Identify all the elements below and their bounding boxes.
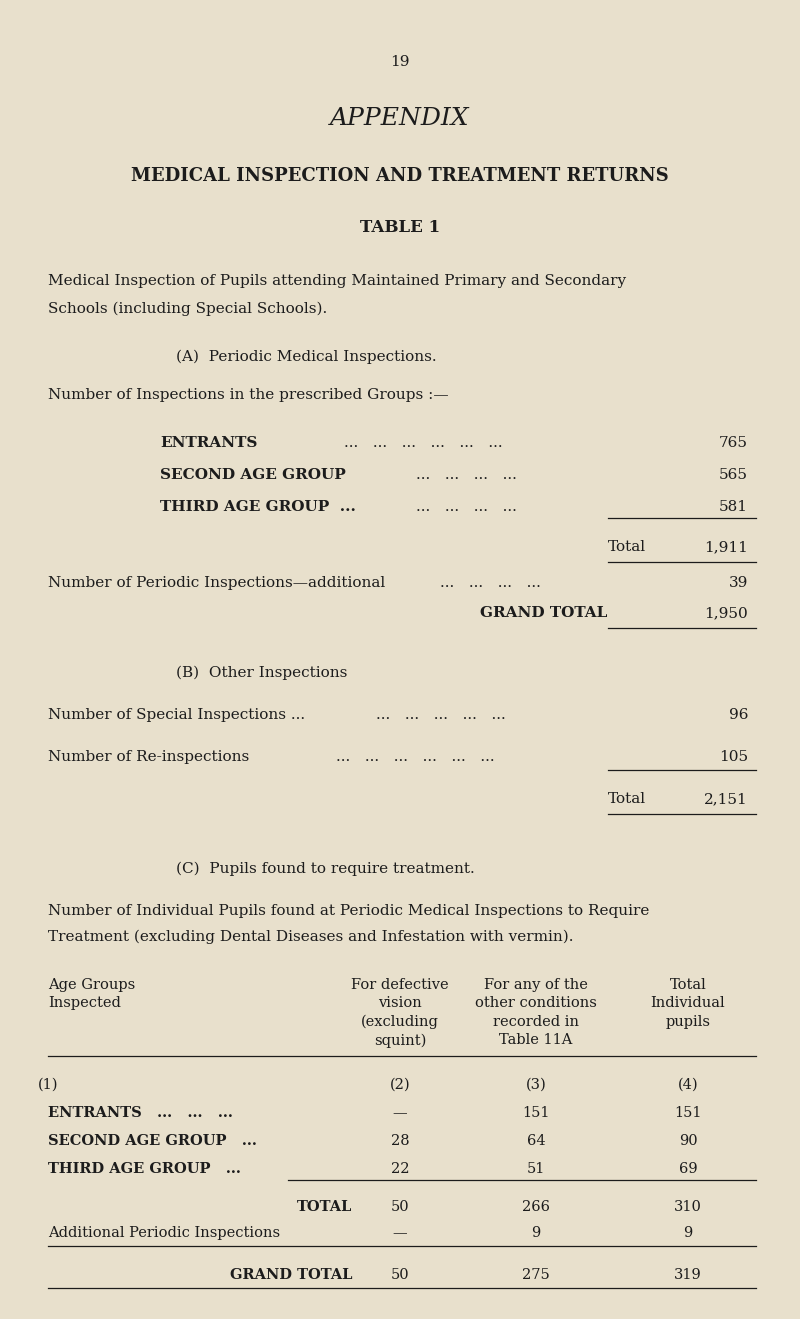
Text: 9: 9 (683, 1225, 693, 1240)
Text: Total
Individual
pupils: Total Individual pupils (650, 977, 726, 1029)
Text: 151: 151 (522, 1107, 550, 1120)
Text: Schools (including Special Schools).: Schools (including Special Schools). (48, 302, 327, 317)
Text: APPENDIX: APPENDIX (330, 107, 470, 131)
Text: 19: 19 (390, 55, 410, 69)
Text: Number of Re-inspections: Number of Re-inspections (48, 751, 250, 764)
Text: 96: 96 (729, 708, 748, 721)
Text: ...   ...   ...   ...: ... ... ... ... (440, 576, 541, 590)
Text: 275: 275 (522, 1268, 550, 1282)
Text: MEDICAL INSPECTION AND TREATMENT RETURNS: MEDICAL INSPECTION AND TREATMENT RETURNS (131, 168, 669, 185)
Text: ENTRANTS   ...   ...   ...: ENTRANTS ... ... ... (48, 1107, 233, 1120)
Text: Number of Special Inspections ...: Number of Special Inspections ... (48, 708, 305, 721)
Text: For any of the
other conditions
recorded in
Table 11A: For any of the other conditions recorded… (475, 977, 597, 1047)
Text: Treatment (excluding Dental Diseases and Infestation with vermin).: Treatment (excluding Dental Diseases and… (48, 930, 574, 944)
Text: Number of Inspections in the prescribed Groups :—: Number of Inspections in the prescribed … (48, 388, 449, 402)
Text: 51: 51 (527, 1162, 545, 1177)
Text: (1): (1) (38, 1078, 58, 1092)
Text: 9: 9 (531, 1225, 541, 1240)
Text: SECOND AGE GROUP: SECOND AGE GROUP (160, 468, 346, 481)
Text: TOTAL: TOTAL (297, 1200, 352, 1213)
Text: 1,950: 1,950 (704, 605, 748, 620)
Text: ...   ...   ...   ...   ...   ...: ... ... ... ... ... ... (344, 437, 502, 450)
Text: 1,911: 1,911 (704, 539, 748, 554)
Text: ...   ...   ...   ...: ... ... ... ... (416, 468, 517, 481)
Text: Number of Periodic Inspections—additional: Number of Periodic Inspections—additiona… (48, 576, 386, 590)
Text: GRAND TOTAL: GRAND TOTAL (480, 605, 607, 620)
Text: 69: 69 (678, 1162, 698, 1177)
Text: (3): (3) (526, 1078, 546, 1092)
Text: —: — (393, 1225, 407, 1240)
Text: ...   ...   ...   ...: ... ... ... ... (416, 500, 517, 514)
Text: 151: 151 (674, 1107, 702, 1120)
Text: ...   ...   ...   ...   ...   ...: ... ... ... ... ... ... (336, 751, 494, 764)
Text: ...   ...   ...   ...   ...: ... ... ... ... ... (376, 708, 506, 721)
Text: For defective
vision
(excluding
squint): For defective vision (excluding squint) (351, 977, 449, 1049)
Text: 319: 319 (674, 1268, 702, 1282)
Text: THIRD AGE GROUP  ...: THIRD AGE GROUP ... (160, 500, 356, 514)
Text: TABLE 1: TABLE 1 (360, 219, 440, 236)
Text: 310: 310 (674, 1200, 702, 1213)
Text: 50: 50 (390, 1200, 410, 1213)
Text: 565: 565 (719, 468, 748, 481)
Text: THIRD AGE GROUP   ...: THIRD AGE GROUP ... (48, 1162, 241, 1177)
Text: 39: 39 (729, 576, 748, 590)
Text: (B)  Other Inspections: (B) Other Inspections (176, 666, 347, 681)
Text: 22: 22 (390, 1162, 410, 1177)
Text: GRAND TOTAL: GRAND TOTAL (230, 1268, 352, 1282)
Text: Medical Inspection of Pupils attending Maintained Primary and Secondary: Medical Inspection of Pupils attending M… (48, 274, 626, 288)
Text: (2): (2) (390, 1078, 410, 1092)
Text: (4): (4) (678, 1078, 698, 1092)
Text: Total: Total (608, 791, 646, 806)
Text: 765: 765 (719, 437, 748, 450)
Text: Total: Total (608, 539, 646, 554)
Text: 581: 581 (719, 500, 748, 514)
Text: SECOND AGE GROUP   ...: SECOND AGE GROUP ... (48, 1134, 257, 1148)
Text: 28: 28 (390, 1134, 410, 1148)
Text: —: — (393, 1107, 407, 1120)
Text: 266: 266 (522, 1200, 550, 1213)
Text: 50: 50 (390, 1268, 410, 1282)
Text: Number of Individual Pupils found at Periodic Medical Inspections to Require: Number of Individual Pupils found at Per… (48, 904, 650, 918)
Text: 64: 64 (526, 1134, 546, 1148)
Text: Additional Periodic Inspections: Additional Periodic Inspections (48, 1225, 280, 1240)
Text: 90: 90 (678, 1134, 698, 1148)
Text: ENTRANTS: ENTRANTS (160, 437, 258, 450)
Text: Age Groups
Inspected: Age Groups Inspected (48, 977, 135, 1010)
Text: 105: 105 (719, 751, 748, 764)
Text: 2,151: 2,151 (704, 791, 748, 806)
Text: (A)  Periodic Medical Inspections.: (A) Periodic Medical Inspections. (176, 350, 437, 364)
Text: (C)  Pupils found to require treatment.: (C) Pupils found to require treatment. (176, 863, 474, 876)
